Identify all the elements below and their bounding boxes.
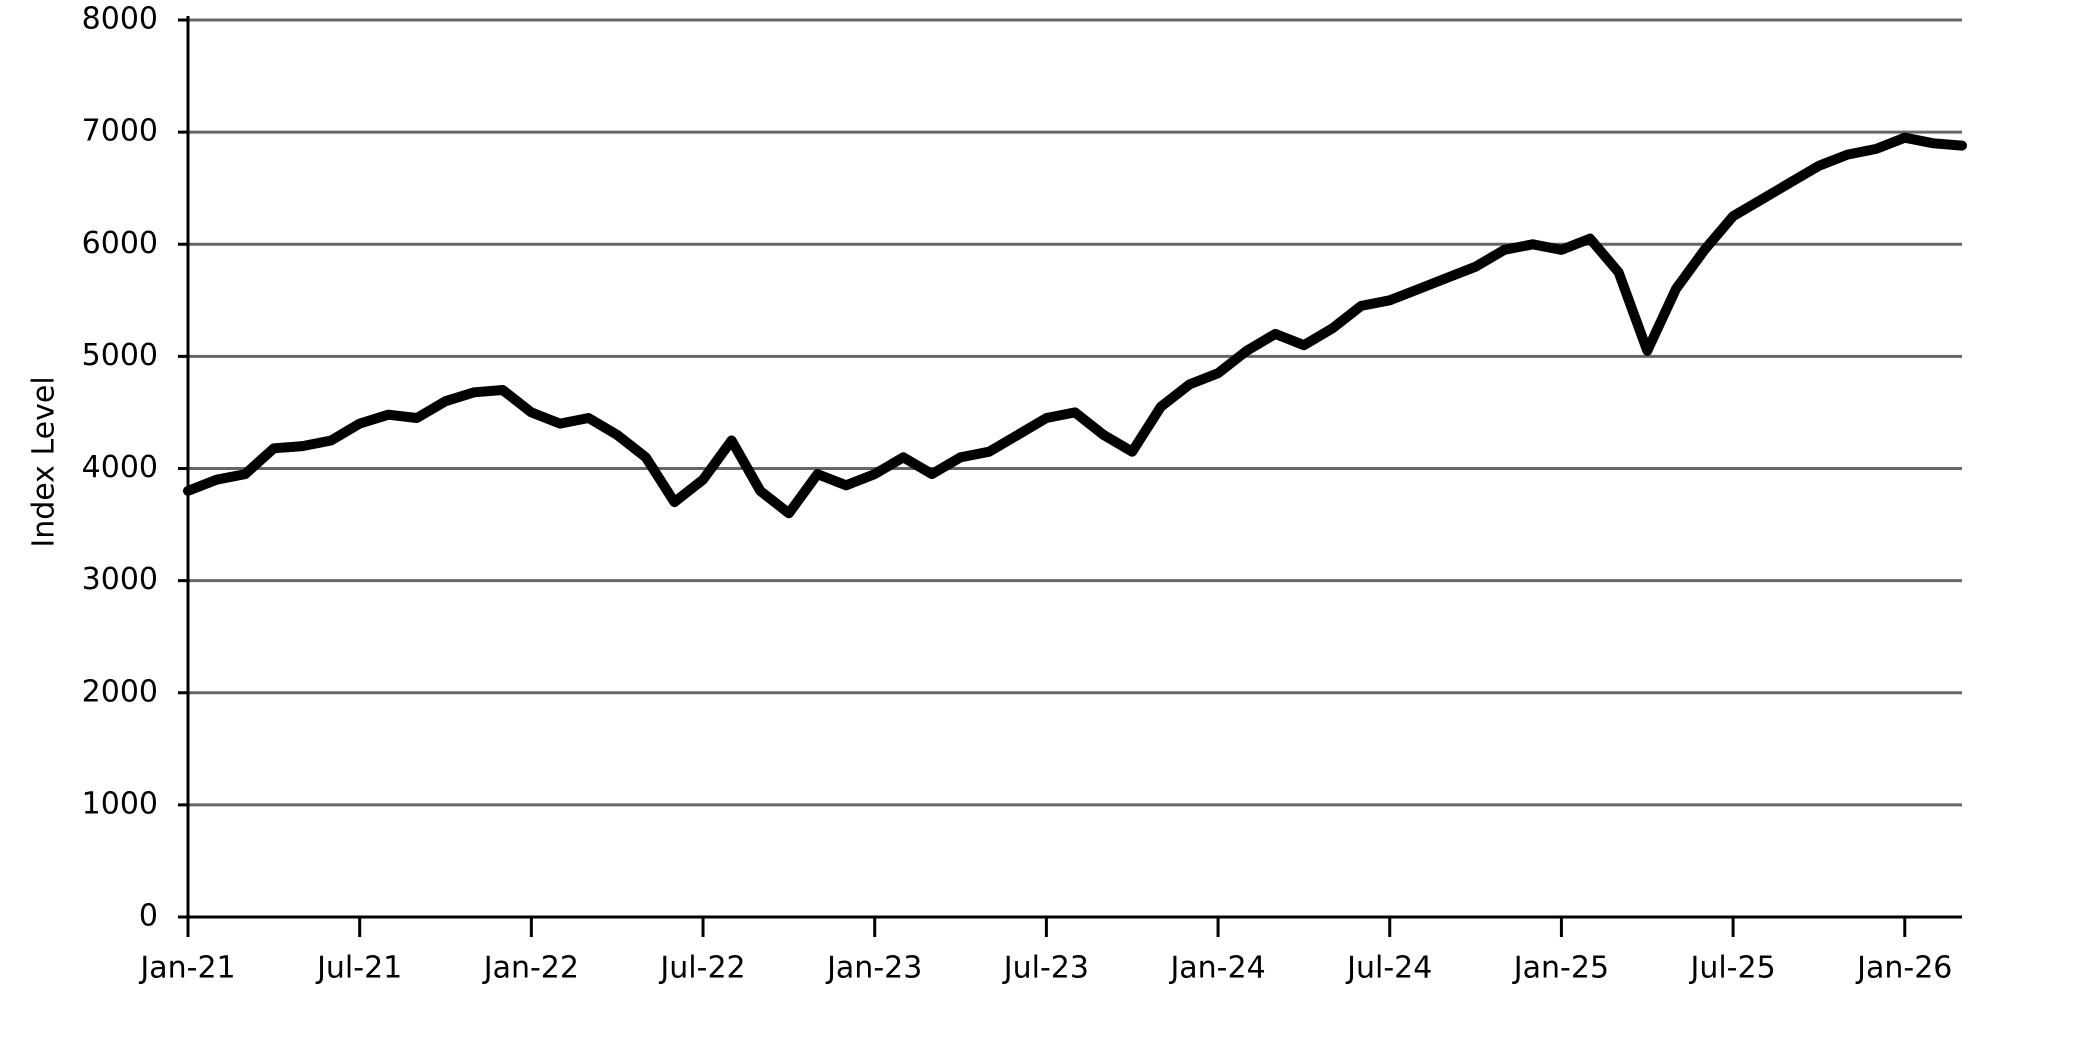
x-tick-label: Jul-21 [315,951,402,986]
y-tick-label: 2000 [82,674,158,709]
x-tick-label: Jan-21 [138,951,235,986]
y-tick-label: 0 [139,899,158,934]
y-tick-label: 3000 [82,562,158,597]
x-tick-label: Jan-26 [1855,951,1952,986]
y-tick-label: 5000 [82,338,158,373]
x-tick-label: Jul-24 [1345,951,1432,986]
data-line [183,132,1967,519]
y-tick-label: 4000 [82,450,158,485]
x-tick-label: Jan-25 [1512,951,1609,986]
y-tick-label: 1000 [82,786,158,821]
y-tick-label: 8000 [82,2,158,37]
x-tick-label: Jul-22 [658,951,745,986]
x-tick-label: Jan-24 [1168,951,1265,986]
x-tick-label: Jan-22 [482,951,579,986]
y-axis-label: Index Level [27,376,62,547]
x-tick-label: Jul-25 [1688,951,1775,986]
y-tick-label: 7000 [82,114,158,149]
x-tick-label: Jul-23 [1002,951,1089,986]
x-tick-label: Jan-23 [825,951,922,986]
y-tick-label: 6000 [82,226,158,261]
